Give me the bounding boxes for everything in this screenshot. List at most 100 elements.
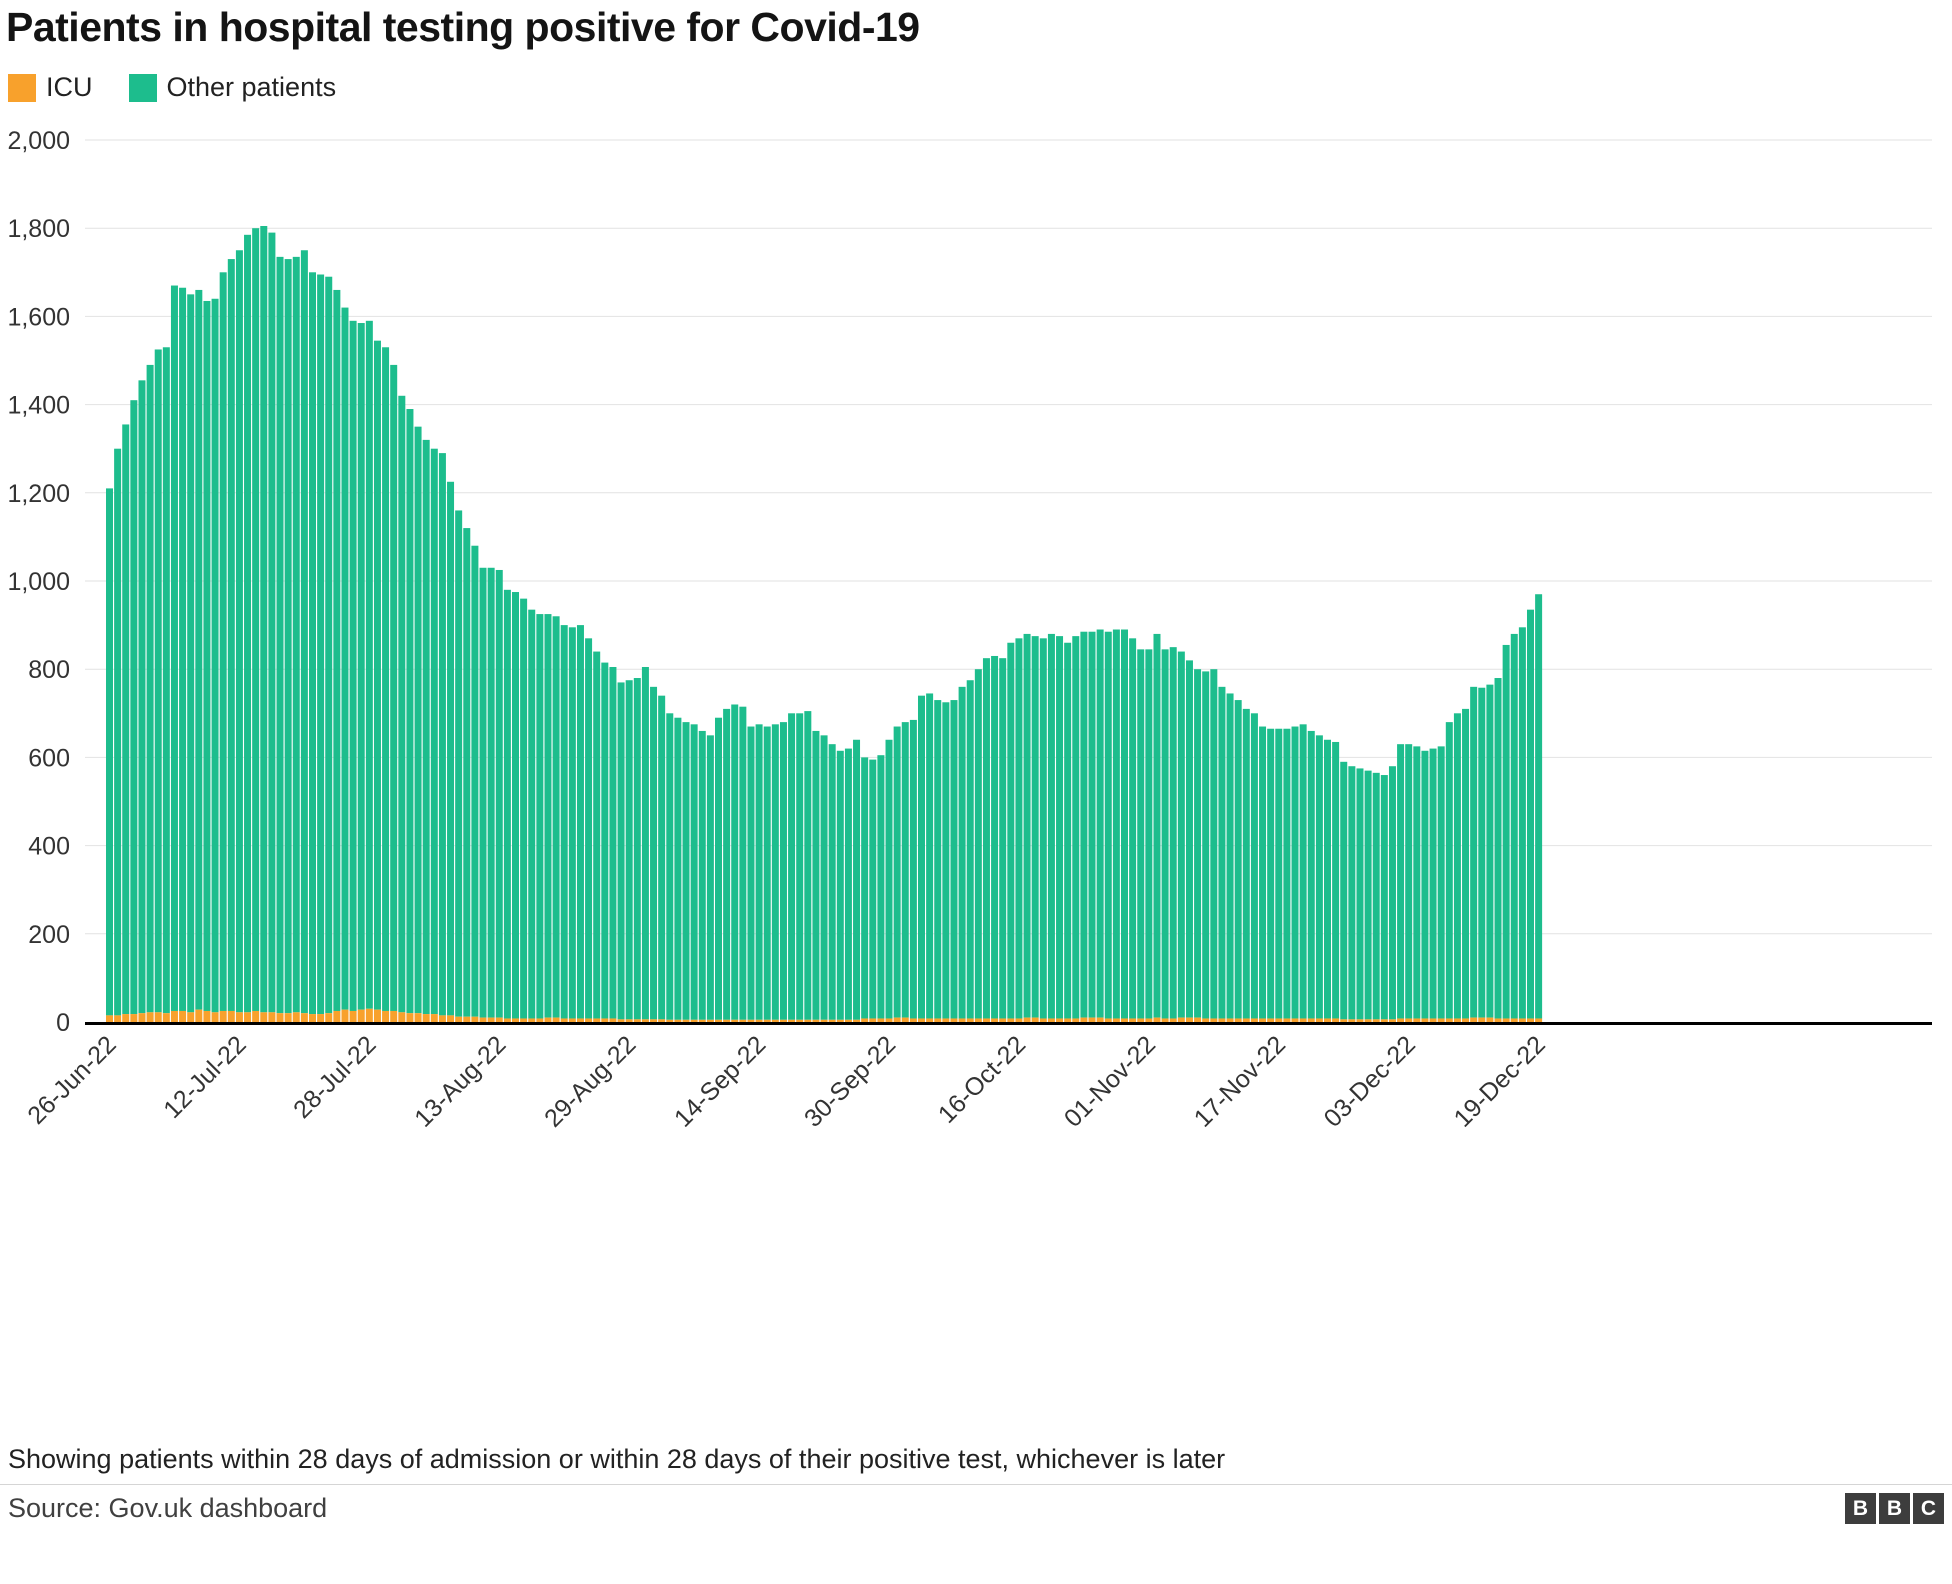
bar-segment-other — [593, 651, 601, 1019]
bar-segment-icu — [1502, 1018, 1510, 1022]
bar-segment-other — [1397, 744, 1405, 1019]
bar-segment-icu — [1194, 1017, 1202, 1022]
bar-segment-icu — [1527, 1018, 1534, 1022]
bbc-logo-letter: C — [1913, 1493, 1944, 1524]
bar-segment-icu — [1332, 1018, 1340, 1022]
bar-segment-other — [106, 488, 113, 1016]
bar-segment-icu — [731, 1019, 739, 1022]
bar-segment-other — [771, 724, 779, 1020]
bar-segment-icu — [918, 1018, 925, 1022]
bar-segment-other — [1218, 686, 1226, 1019]
bar-segment-icu — [771, 1019, 779, 1022]
bar-segment-icu — [560, 1018, 568, 1022]
bar-segment-icu — [382, 1010, 390, 1022]
bar-segment-icu — [325, 1013, 333, 1022]
bar-segment-other — [1437, 746, 1445, 1019]
bar-segment-icu — [1405, 1018, 1413, 1022]
bar-segment-icu — [268, 1012, 276, 1022]
bar-segment-icu — [252, 1010, 260, 1022]
bar-segment-icu — [1242, 1018, 1250, 1022]
bar-segment-icu — [292, 1012, 300, 1022]
bar-segment-icu — [625, 1019, 633, 1022]
y-axis-label: 600 — [28, 744, 70, 772]
bar-segment-other — [560, 625, 568, 1019]
bar-segment-other — [1364, 770, 1372, 1020]
bar-segment-other — [333, 289, 341, 1011]
bar-segment-icu — [999, 1018, 1007, 1022]
bar-segment-other — [706, 735, 714, 1020]
bar-segment-other — [877, 755, 885, 1019]
bar-segment-other — [195, 289, 203, 1010]
bar-segment-icu — [1015, 1018, 1023, 1022]
bar-segment-other — [284, 259, 292, 1014]
bar-segment-icu — [227, 1010, 235, 1022]
source-row: Source: Gov.uk dashboard B B C — [0, 1484, 1952, 1524]
bar-segment-icu — [203, 1010, 211, 1022]
bar-segment-other — [219, 272, 227, 1011]
bar-segment-other — [1031, 636, 1039, 1018]
bar-segment-other — [763, 726, 771, 1020]
bar-segment-other — [1527, 609, 1534, 1019]
y-axis-label: 1,000 — [7, 568, 70, 596]
bar-segment-icu — [1437, 1018, 1445, 1022]
bar-segment-icu — [479, 1017, 487, 1022]
bar-segment-other — [162, 347, 170, 1014]
bar-segment-other — [1453, 713, 1461, 1019]
bar-segment-icu — [909, 1018, 917, 1022]
bar-segment-other — [1291, 726, 1299, 1019]
bar-segment-other — [438, 453, 446, 1016]
bar-segment-other — [1056, 636, 1064, 1019]
bar-segment-icu — [853, 1019, 861, 1022]
bar-segment-icu — [1518, 1018, 1526, 1022]
bar-segment-other — [1413, 746, 1421, 1019]
bar-segment-icu — [609, 1018, 617, 1022]
bar-segment-icu — [122, 1014, 130, 1022]
stacked-bar-chart: 0 200 400 600 800 1,000 1,200 1,400 1,600 1,800 2,… — [7, 127, 1932, 1133]
bar-segment-icu — [503, 1018, 511, 1022]
bar-segment-other — [1161, 649, 1169, 1019]
bar-segment-other — [601, 662, 609, 1019]
x-axis-label: 29-Aug-22 — [539, 1030, 641, 1132]
bar-segment-other — [349, 320, 357, 1011]
bar-segment-other — [179, 287, 187, 1011]
bar-segment-other — [1129, 638, 1137, 1019]
bar-segment-icu — [1072, 1018, 1080, 1022]
bar-segment-icu — [1161, 1018, 1169, 1022]
bar-segment-other — [1169, 647, 1177, 1019]
bar-segment-other — [1388, 766, 1396, 1020]
bar-segment-icu — [1348, 1019, 1356, 1022]
bar-segment-icu — [991, 1018, 999, 1022]
bar-segment-icu — [520, 1018, 528, 1022]
bar-segment-icu — [1039, 1018, 1047, 1022]
bar-segment-other — [690, 724, 698, 1020]
y-axis-label: 200 — [28, 921, 70, 949]
bar-segment-icu — [398, 1012, 406, 1022]
bar-segment-other — [1324, 739, 1331, 1019]
bar-segment-other — [999, 658, 1007, 1019]
bar-segment-other — [926, 693, 934, 1019]
y-axis-label: 2,000 — [7, 127, 70, 155]
bar-segment-icu — [568, 1018, 576, 1022]
bar-segment-other — [869, 759, 877, 1019]
bar-segment-other — [909, 719, 917, 1019]
bar-segment-other — [1445, 722, 1453, 1019]
bar-segment-icu — [958, 1018, 966, 1022]
bar-segment-icu — [1380, 1019, 1388, 1022]
bar-segment-icu — [1226, 1018, 1234, 1022]
bar-segment-icu — [1202, 1018, 1210, 1022]
bar-segment-other — [1421, 750, 1429, 1019]
bar-segment-icu — [674, 1019, 682, 1022]
bar-segment-icu — [1080, 1017, 1088, 1022]
bar-segment-other — [187, 294, 195, 1013]
bar-segment-icu — [244, 1012, 252, 1022]
bar-segment-icu — [1056, 1018, 1064, 1022]
x-axis-label: 14-Sep-22 — [669, 1030, 771, 1132]
bar-segment-icu — [926, 1018, 934, 1022]
bar-segment-other — [1007, 642, 1015, 1019]
bar-segment-icu — [1510, 1018, 1518, 1022]
bar-segment-icu — [666, 1019, 674, 1022]
bar-segment-other — [341, 307, 349, 1010]
bar-segment-other — [1072, 636, 1080, 1019]
bar-segment-icu — [641, 1019, 649, 1022]
bar-segment-other — [796, 713, 804, 1020]
